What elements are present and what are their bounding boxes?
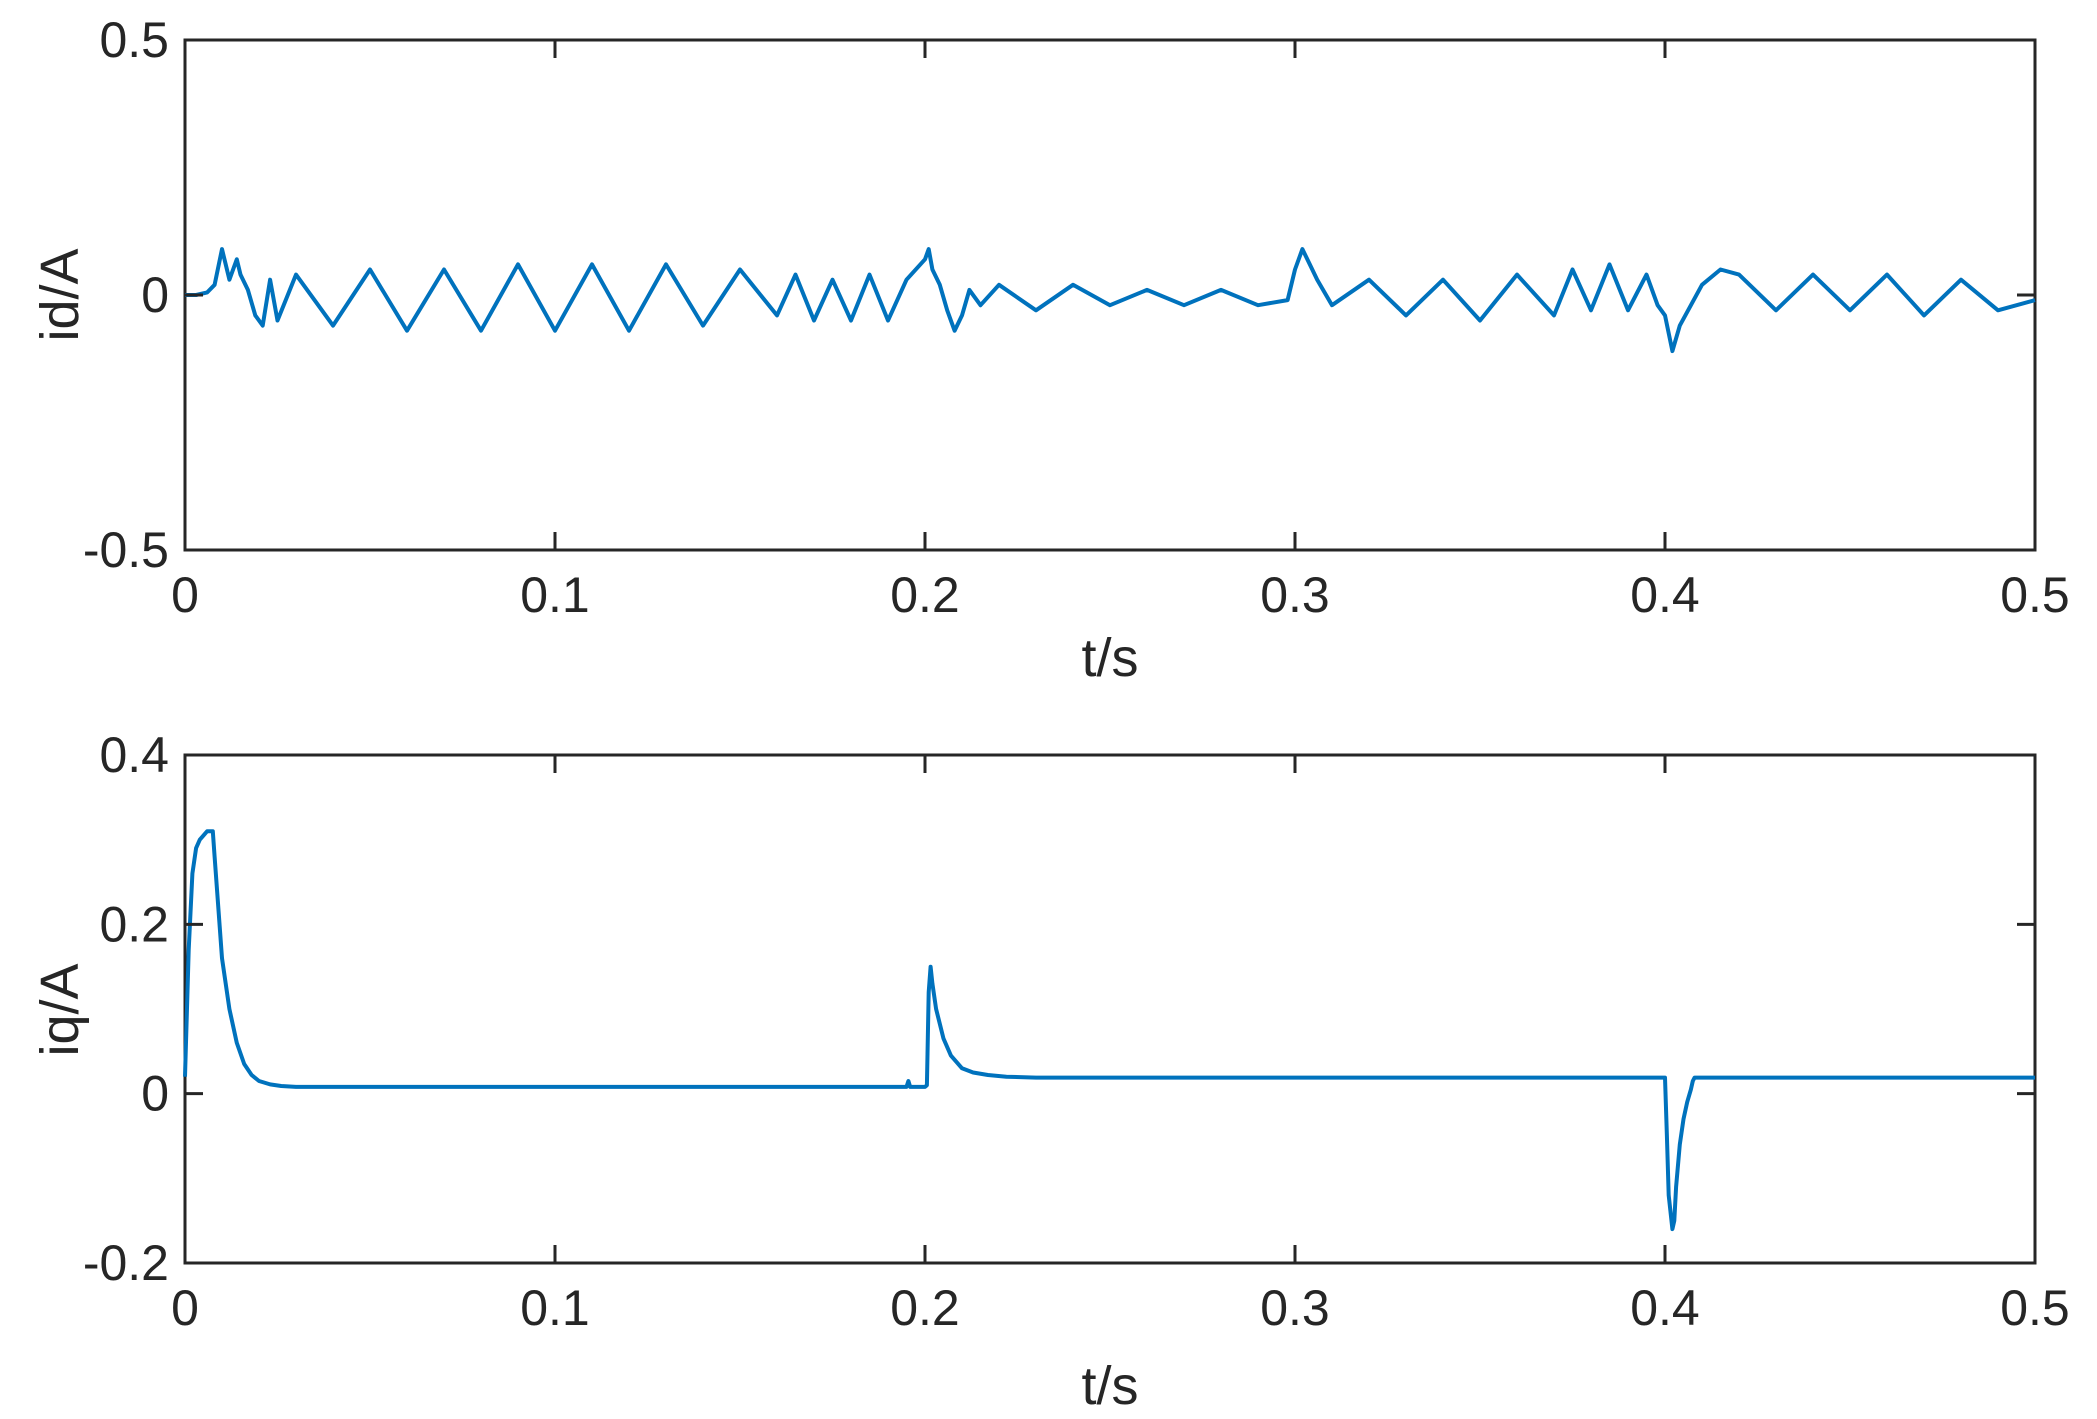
xlabel-iq: t/s <box>1081 1356 1138 1416</box>
ytick-label: 0.5 <box>99 12 169 68</box>
xtick-label: 0.4 <box>1630 567 1700 623</box>
ylabel-id: id/A <box>30 248 90 341</box>
ylabel-iq: iq/A <box>30 963 90 1056</box>
xtick-label: 0.5 <box>2000 1280 2070 1336</box>
xlabel-id: t/s <box>1081 628 1138 688</box>
chart-iq: 0 0.1 0.2 0.3 0.4 0.5-0.200.20.4 t/s iq/A <box>30 727 2070 1416</box>
xtick-label: 0.3 <box>1260 567 1330 623</box>
xtick-label: 0.3 <box>1260 1280 1330 1336</box>
ytick-label: 0 <box>141 1066 169 1122</box>
xtick-label: 0.2 <box>890 1280 960 1336</box>
ytick-label: 0.4 <box>99 727 169 783</box>
ytick-label: 0 <box>141 267 169 323</box>
xtick-label: 0 <box>171 567 199 623</box>
ytick-label: -0.2 <box>83 1235 169 1291</box>
ticks-id: 0 0.1 0.2 0.3 0.4 0.5-0.500.5 <box>83 12 2070 623</box>
ytick-label: 0.2 <box>99 896 169 952</box>
chart-id: 0 0.1 0.2 0.3 0.4 0.5-0.500.5 t/s id/A <box>30 12 2070 688</box>
xtick-label: 0 <box>171 1280 199 1336</box>
xtick-label: 0.5 <box>2000 567 2070 623</box>
ytick-label: -0.5 <box>83 522 169 578</box>
ticks-iq: 0 0.1 0.2 0.3 0.4 0.5-0.200.20.4 <box>83 727 2070 1336</box>
xtick-label: 0.2 <box>890 567 960 623</box>
series-iq-line <box>183 829 2035 1232</box>
series-id-line <box>185 247 2036 354</box>
xtick-label: 0.4 <box>1630 1280 1700 1336</box>
xtick-label: 0.1 <box>520 1280 590 1336</box>
xtick-label: 0.1 <box>520 567 590 623</box>
